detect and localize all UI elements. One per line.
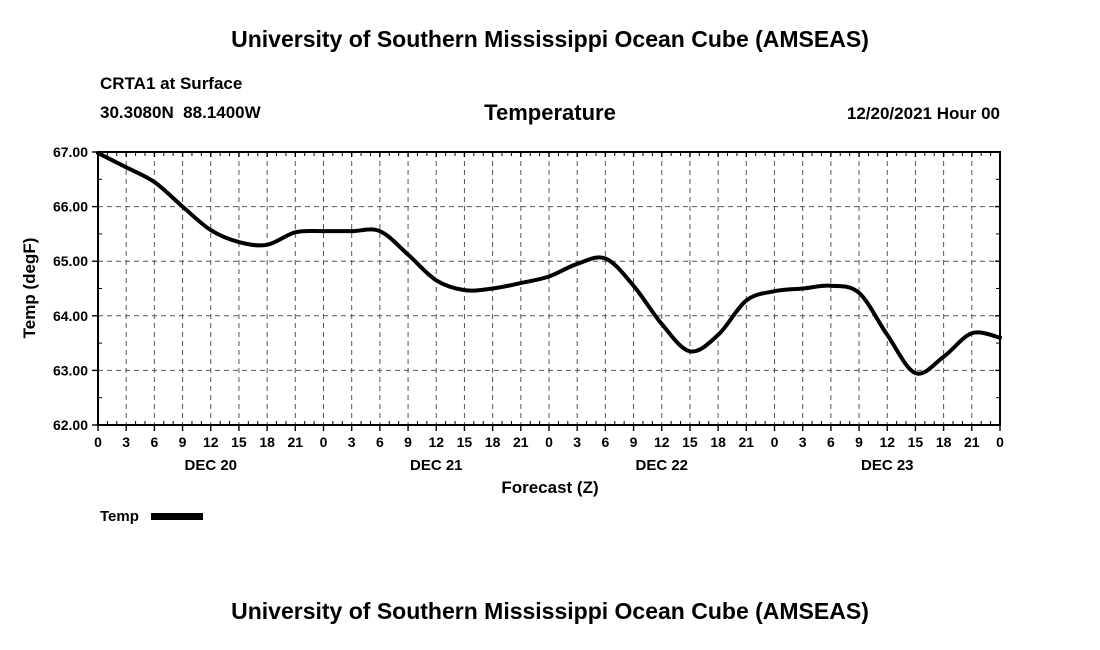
x-tick-label: 9 — [855, 434, 863, 450]
x-tick-label: 15 — [908, 434, 924, 450]
day-label: DEC 22 — [635, 457, 688, 474]
x-tick-label: 9 — [630, 434, 638, 450]
x-tick-label: 18 — [259, 434, 275, 450]
x-tick-label: 0 — [94, 434, 102, 450]
day-label: DEC 20 — [184, 457, 237, 474]
x-tick-label: 3 — [122, 434, 130, 450]
x-tick-label: 0 — [545, 434, 553, 450]
day-label: DEC 23 — [861, 457, 914, 474]
y-tick-label: 64.00 — [53, 308, 88, 324]
x-tick-label: 18 — [710, 434, 726, 450]
x-tick-label: 15 — [231, 434, 247, 450]
x-tick-label: 9 — [179, 434, 187, 450]
x-tick-label: 18 — [936, 434, 952, 450]
x-tick-label: 18 — [485, 434, 501, 450]
model-run-date: 12/20/2021 Hour 00 — [846, 104, 1000, 123]
station-label: CRTA1 at Surface — [100, 74, 243, 93]
y-tick-label: 65.00 — [53, 253, 88, 269]
x-tick-label: 3 — [573, 434, 581, 450]
x-tick-label: 6 — [601, 434, 609, 450]
x-tick-label: 21 — [288, 434, 304, 450]
x-tick-label: 21 — [964, 434, 980, 450]
x-tick-label: 0 — [996, 434, 1004, 450]
y-tick-label: 62.00 — [53, 417, 88, 433]
x-tick-label: 12 — [654, 434, 670, 450]
chart-title: Temperature — [484, 100, 616, 125]
x-tick-label: 3 — [799, 434, 807, 450]
x-tick-label: 6 — [150, 434, 158, 450]
x-tick-label: 21 — [513, 434, 529, 450]
station-coordinates: 30.3080N 88.1400W — [100, 103, 261, 122]
y-tick-label: 67.00 — [53, 144, 88, 160]
x-tick-label: 12 — [879, 434, 895, 450]
x-tick-label: 0 — [320, 434, 328, 450]
day-label: DEC 21 — [410, 457, 463, 474]
x-tick-label: 15 — [457, 434, 473, 450]
legend-line-swatch — [150, 513, 203, 520]
x-tick-label: 9 — [404, 434, 412, 450]
x-tick-label: 3 — [348, 434, 356, 450]
x-axis-label: Forecast (Z) — [501, 478, 599, 497]
x-tick-label: 6 — [376, 434, 384, 450]
x-tick-label: 21 — [739, 434, 755, 450]
page-title-top: University of Southern Mississippi Ocean… — [231, 26, 869, 52]
x-tick-label: 15 — [682, 434, 698, 450]
page-title-bottom: University of Southern Mississippi Ocean… — [231, 598, 869, 624]
x-tick-label: 0 — [771, 434, 779, 450]
plot-border — [97, 151, 1001, 426]
y-tick-label: 66.00 — [53, 199, 88, 215]
legend-entry-label: Temp — [100, 508, 139, 525]
temp-curve — [96, 151, 1002, 376]
y-tick-label: 63.00 — [53, 362, 88, 378]
x-tick-label: 6 — [827, 434, 835, 450]
x-tick-label: 12 — [428, 434, 444, 450]
legend: Temp — [100, 508, 203, 525]
x-tick-label: 12 — [203, 434, 219, 450]
